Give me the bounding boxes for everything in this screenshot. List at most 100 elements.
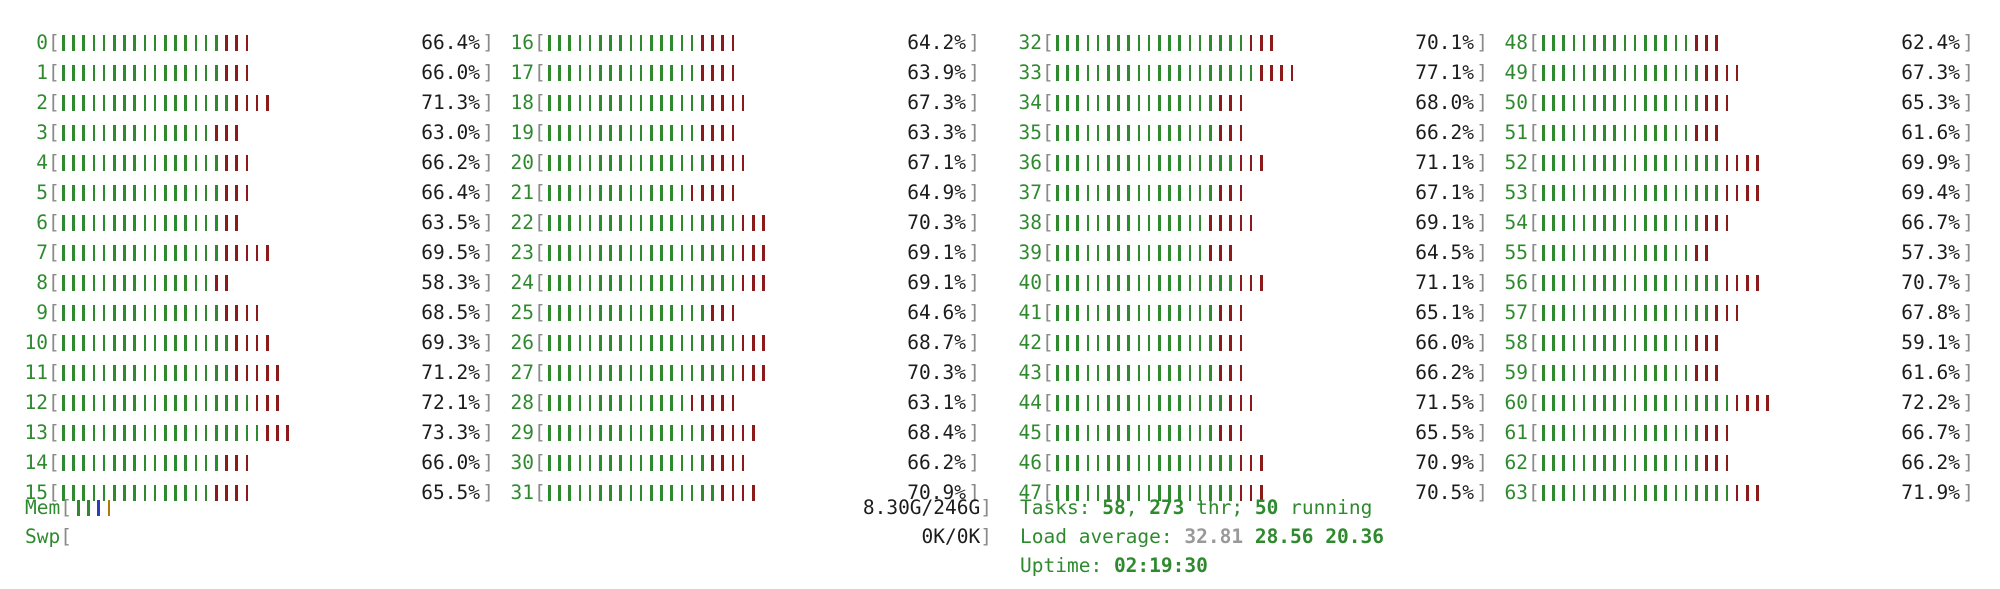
- cpu-usage-bar: [1076, 245, 1079, 261]
- cpu-usage-bar: [711, 65, 714, 81]
- cpu-usage-bar: [123, 365, 126, 381]
- cpu-usage-bar: [1715, 485, 1718, 501]
- cpu-usage-bar: [1644, 425, 1647, 441]
- cpu-usage-bar: [619, 65, 622, 81]
- cpu-usage-bar: [588, 365, 592, 381]
- cpu-usage-bar: [153, 455, 157, 471]
- cpu-usage-bar: [588, 215, 592, 231]
- cpu-usage-bar: [1158, 185, 1161, 201]
- cpu-usage-bar: [1623, 35, 1627, 51]
- cpu-usage-bar: [235, 395, 238, 411]
- cpu-usage-bar: [1188, 275, 1192, 291]
- cpu-usage-bar: [225, 65, 228, 81]
- cpu-meter: 31[70.9%]: [496, 478, 980, 508]
- cpu-usage-bar: [619, 125, 622, 141]
- cpu-usage-bar: [1086, 185, 1090, 201]
- cpu-usage-bar: [1582, 455, 1586, 471]
- cpu-number: 48: [1504, 31, 1528, 54]
- cpu-usage-bar: [1096, 485, 1100, 501]
- cpu-usage-bar: [1249, 35, 1253, 51]
- cpu-usage-bar: [1086, 215, 1090, 231]
- cpu-usage-bar: [102, 35, 106, 51]
- cpu-usage-bar: [650, 425, 653, 441]
- cpu-usage-bar: [1664, 155, 1667, 171]
- cpu-usage-bar: [619, 155, 622, 171]
- cpu-usage-bar: [1572, 65, 1576, 81]
- cpu-usage-bar: [1086, 425, 1090, 441]
- cpu-usage-bar: [1219, 395, 1222, 411]
- cpu-usage-bar: [1695, 305, 1698, 321]
- cpu-usage-bar: [1613, 245, 1616, 261]
- cpu-number: 60: [1504, 391, 1528, 414]
- cpu-usage-bar: [670, 395, 673, 411]
- cpu-usage-bar: [174, 125, 177, 141]
- cpu-usage-bar: [1725, 425, 1729, 441]
- cpu-usage-bar: [1552, 245, 1555, 261]
- cpu-usage-bar: [92, 425, 96, 441]
- cpu-usage-bar: [1076, 425, 1079, 441]
- cpu-usage-bar: [1562, 35, 1565, 51]
- cpu-number: 31: [510, 481, 534, 504]
- cpu-usage-bar: [1158, 425, 1161, 441]
- cpu-usage-bar: [1613, 95, 1616, 111]
- cpu-usage-bar: [92, 95, 96, 111]
- cpu-usage-bar: [721, 335, 724, 351]
- cpu-usage-bar: [1188, 485, 1192, 501]
- cpu-usage-bar: [204, 215, 208, 231]
- cpu-usage-bar: [650, 485, 653, 501]
- cpu-usage-bar: [62, 395, 65, 411]
- cpu-percent: 71.2%: [421, 361, 480, 384]
- cpu-usage-bar: [1593, 155, 1596, 171]
- cpu-usage-bar: [1674, 215, 1678, 231]
- cpu-usage-bar: [558, 455, 561, 471]
- cpu-usage-bar: [133, 185, 136, 201]
- cpu-usage-bar: [1056, 95, 1059, 111]
- cpu-usage-bar: [1695, 425, 1698, 441]
- cpu-usage-bar: [1623, 95, 1627, 111]
- cpu-usage-bar: [72, 305, 75, 321]
- cpu-usage-bar: [1664, 365, 1667, 381]
- cpu-percent: 63.9%: [907, 61, 966, 84]
- cpu-usage-bar: [1705, 395, 1708, 411]
- cpu-usage-bar: [153, 425, 157, 441]
- cpu-usage-bar: [599, 275, 602, 291]
- cpu-usage-bar: [1096, 275, 1100, 291]
- cpu-percent: 68.5%: [421, 301, 480, 324]
- cpu-percent: 69.4%: [1901, 181, 1960, 204]
- cpu-usage-bar: [1684, 305, 1688, 321]
- cpu-usage-bar: [225, 155, 228, 171]
- cpu-usage-bar: [1096, 425, 1100, 441]
- cpu-meter: 58[59.1%]: [1490, 328, 1974, 358]
- cpu-usage-bar: [1633, 485, 1637, 501]
- cpu-meter: 32[70.1%]: [1004, 28, 1488, 58]
- cpu-usage-bar: [762, 215, 765, 231]
- cpu-usage-bar: [639, 35, 643, 51]
- cpu-usage-bar: [609, 125, 612, 141]
- cpu-usage-bar: [1684, 35, 1688, 51]
- cpu-usage-bar: [1239, 335, 1243, 351]
- cpu-usage-bar: [204, 305, 208, 321]
- cpu-usage-bar: [225, 185, 228, 201]
- cpu-usage-bar: [1178, 365, 1181, 381]
- cpu-usage-bar: [1705, 485, 1708, 501]
- cpu-usage-bar: [1705, 185, 1708, 201]
- cpu-usage-bar: [225, 245, 228, 261]
- cpu-usage-bar: [72, 215, 75, 231]
- cpu-usage-bar: [1735, 305, 1739, 321]
- cpu-usage-bar: [1644, 335, 1647, 351]
- cpu-usage-bar: [1725, 485, 1729, 501]
- cpu-usage-bar: [731, 305, 735, 321]
- cpu-meter: 21[64.9%]: [496, 178, 980, 208]
- cpu-usage-bar: [1096, 35, 1100, 51]
- cpu-usage-bar: [113, 185, 116, 201]
- cpu-usage-bar: [701, 245, 704, 261]
- cpu-usage-bar: [245, 455, 249, 471]
- cpu-usage-bar: [1603, 335, 1606, 351]
- cpu-percent: 68.4%: [907, 421, 966, 444]
- cpu-usage-bar: [1644, 275, 1647, 291]
- cpu-usage-bar: [225, 335, 228, 351]
- cpu-usage-bar: [1127, 65, 1130, 81]
- cpu-usage-bar: [1117, 485, 1120, 501]
- cpu-usage-bar: [1603, 35, 1606, 51]
- cpu-usage-bar: [1239, 215, 1243, 231]
